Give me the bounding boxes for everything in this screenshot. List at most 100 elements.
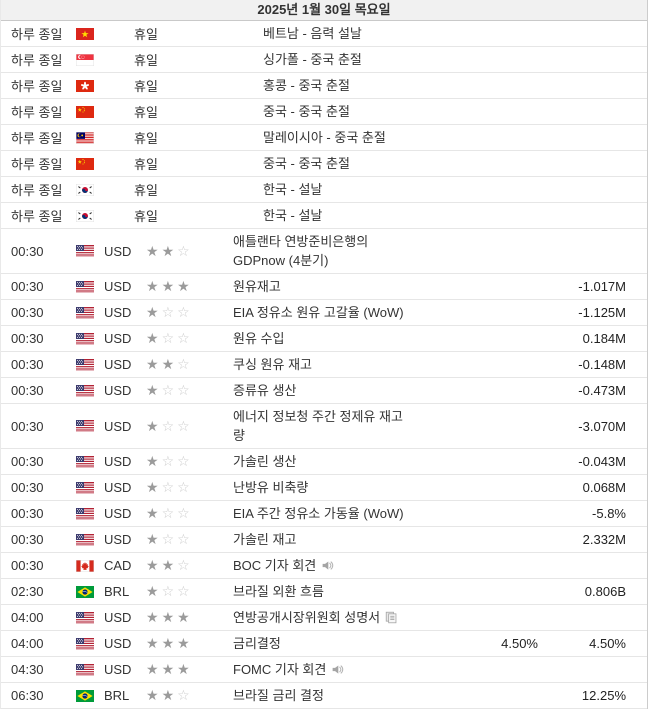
previous-value: -1.017M [578, 279, 626, 294]
all-day-label: 하루 종일 [11, 209, 63, 224]
holiday-label: 휴일 [134, 79, 158, 94]
holiday-event-name[interactable]: 한국 - 설날 [263, 182, 323, 197]
importance-star-icon: ★ [177, 278, 193, 294]
event-name[interactable]: 에너지 정보청 주간 정제유 재고 량 [233, 409, 403, 443]
event-row: 00:30 USD ★☆☆ 가솔린 재고 2.332M [1, 527, 647, 553]
usa-flag-icon [69, 455, 94, 468]
event-time: 00:30 [11, 243, 44, 259]
event-name[interactable]: 쿠싱 원유 재고 [233, 357, 312, 372]
previous-value: -0.148M [578, 357, 626, 372]
importance-star-icon: ☆ [161, 382, 178, 398]
importance-star-icon: ★ [161, 278, 178, 294]
calendar-rows: 하루 종일 휴일 베트남 - 음력 설날 하루 종일 휴일 싱가폴 - 중국 춘… [1, 21, 647, 709]
importance-star-icon: ★ [146, 661, 162, 677]
event-name[interactable]: 원유재고 [233, 279, 281, 294]
event-time: 00:30 [11, 532, 44, 547]
usa-flag-icon [69, 637, 94, 650]
event-name[interactable]: 가솔린 생산 [233, 454, 297, 469]
all-day-label: 하루 종일 [11, 105, 63, 120]
event-name[interactable]: 금리결정 [233, 636, 281, 651]
importance-stars: ★★☆ [146, 687, 218, 704]
malaysia-flag-icon [69, 131, 94, 144]
event-row: 00:30 USD ★☆☆ 증류유 생산 -0.473M [1, 378, 647, 404]
importance-star-icon: ☆ [161, 330, 178, 346]
event-name[interactable]: 애틀랜타 연방준비은행의 GDPnow (4분기) [233, 234, 369, 268]
importance-stars: ★☆☆ [146, 304, 218, 321]
holiday-event-name[interactable]: 베트남 - 음력 설날 [263, 26, 362, 41]
event-row: 00:30 CAD ★★☆ BOC 기자 회견 [1, 553, 647, 579]
event-name[interactable]: 가솔린 재고 [233, 532, 297, 547]
event-name[interactable]: 원유 수입 [233, 331, 285, 346]
importance-star-icon: ☆ [161, 505, 178, 521]
holiday-event-name[interactable]: 한국 - 설날 [263, 208, 323, 223]
holiday-row: 하루 종일 휴일 말레이시아 - 중국 춘절 [1, 125, 647, 151]
event-name[interactable]: BOC 기자 회견 [233, 553, 453, 578]
usa-flag-icon [69, 611, 94, 624]
currency-code: BRL [104, 584, 130, 599]
all-day-label: 하루 종일 [11, 183, 63, 198]
importance-stars: ★★★ [146, 278, 218, 295]
date-header: 2025년 1월 30일 목요일 [1, 0, 647, 21]
event-name[interactable]: 브라질 금리 결정 [233, 688, 324, 703]
holiday-label: 휴일 [134, 53, 158, 68]
event-name[interactable]: 난방유 비축량 [233, 480, 309, 495]
importance-star-icon: ☆ [177, 453, 193, 469]
event-row: 00:30 USD ★☆☆ 가솔린 생산 -0.043M [1, 449, 647, 475]
importance-stars: ★☆☆ [146, 453, 218, 470]
holiday-label: 휴일 [134, 209, 158, 224]
currency-code: USD [104, 480, 132, 495]
importance-stars: ★☆☆ [146, 531, 218, 548]
event-name[interactable]: EIA 주간 정유소 가동율 (WoW) [233, 506, 404, 521]
holiday-event-name[interactable]: 중국 - 중국 춘절 [263, 104, 350, 119]
brazil-flag-icon [69, 689, 94, 702]
holiday-label: 휴일 [134, 27, 158, 42]
importance-star-icon: ★ [177, 661, 193, 677]
all-day-label: 하루 종일 [11, 53, 63, 68]
importance-star-icon: ★ [146, 356, 162, 372]
importance-star-icon: ★ [146, 304, 162, 320]
importance-star-icon: ★ [161, 609, 178, 625]
usa-flag-icon [69, 481, 94, 494]
importance-star-icon: ☆ [161, 583, 178, 599]
importance-stars: ★☆☆ [146, 505, 218, 522]
currency-code: USD [104, 305, 132, 320]
importance-star-icon: ☆ [161, 417, 178, 434]
currency-code: USD [104, 662, 132, 677]
holiday-event-name[interactable]: 중국 - 중국 춘절 [263, 156, 350, 171]
event-name[interactable]: FOMC 기자 회견 [233, 657, 453, 682]
importance-star-icon: ★ [146, 687, 162, 703]
importance-star-icon: ★ [146, 479, 162, 495]
speaker-icon [321, 559, 334, 572]
usa-flag-icon [69, 663, 94, 676]
holiday-label: 휴일 [134, 131, 158, 146]
importance-star-icon: ★ [146, 382, 162, 398]
importance-star-icon: ☆ [177, 479, 193, 495]
importance-star-icon: ☆ [177, 330, 193, 346]
event-name[interactable]: 브라질 외환 흐름 [233, 584, 324, 599]
previous-value: 0.068M [582, 480, 626, 495]
importance-star-icon: ☆ [177, 356, 193, 372]
event-time: 00:30 [11, 506, 44, 521]
previous-value: 0.806B [584, 584, 626, 599]
hong-kong-flag-icon [69, 79, 94, 92]
event-name[interactable]: 연방공개시장위원회 성명서 [233, 605, 453, 630]
event-row: 02:30 BRL ★☆☆ 브라질 외환 흐름 0.806B [1, 579, 647, 605]
importance-stars: ★☆☆ [146, 418, 218, 435]
vietnam-flag-icon [69, 27, 94, 40]
importance-stars: ★★★ [146, 635, 218, 652]
importance-stars: ★★☆ [146, 557, 218, 574]
event-name[interactable]: 증류유 생산 [233, 383, 297, 398]
currency-code: USD [104, 418, 132, 434]
holiday-event-name[interactable]: 말레이시아 - 중국 춘절 [263, 130, 386, 145]
currency-code: USD [104, 383, 132, 398]
holiday-event-name[interactable]: 싱가폴 - 중국 춘절 [263, 52, 362, 67]
importance-star-icon: ★ [146, 531, 162, 547]
holiday-row: 하루 종일 휴일 한국 - 설날 [1, 203, 647, 229]
holiday-row: 하루 종일 휴일 중국 - 중국 춘절 [1, 151, 647, 177]
holiday-event-name[interactable]: 홍콩 - 중국 춘절 [263, 78, 350, 93]
all-day-label: 하루 종일 [11, 79, 63, 94]
china-flag-icon [69, 105, 94, 118]
event-name[interactable]: EIA 정유소 원유 고갈율 (WoW) [233, 305, 404, 320]
holiday-row: 하루 종일 휴일 베트남 - 음력 설날 [1, 21, 647, 47]
